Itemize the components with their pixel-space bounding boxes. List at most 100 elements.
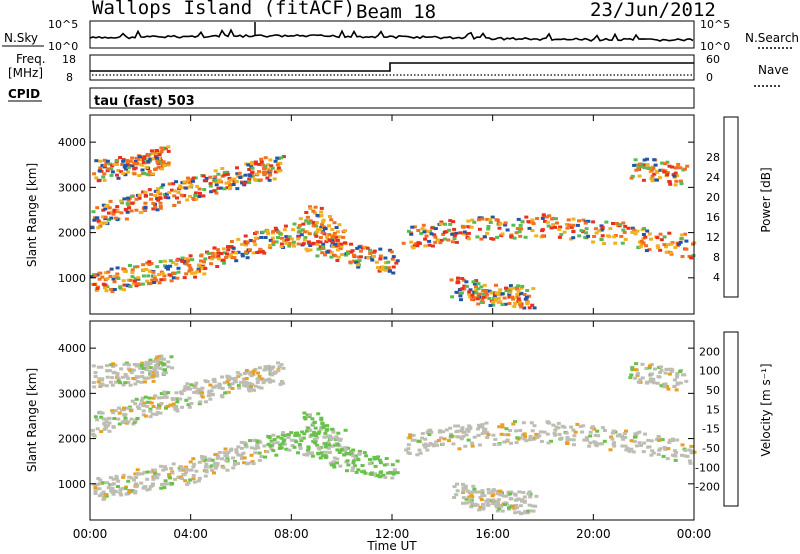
echo-cell: [663, 382, 668, 386]
echo-cell: [466, 489, 470, 493]
echo-cell: [630, 174, 635, 178]
echo-cell: [253, 451, 258, 455]
echo-cell: [176, 270, 181, 274]
echo-cell: [163, 479, 168, 483]
echo-cell: [427, 239, 432, 243]
echo-cell: [515, 292, 520, 296]
echo-cell: [435, 238, 440, 242]
echo-cell: [267, 435, 272, 439]
echo-cell: [494, 218, 499, 222]
echo-cell: [493, 502, 498, 506]
echo-cell: [328, 215, 332, 218]
echo-cell: [293, 434, 298, 438]
echo-cell: [422, 228, 427, 232]
echo-cell: [222, 451, 227, 455]
echo-cell: [480, 432, 485, 436]
echo-cell: [573, 430, 578, 434]
echo-cell: [410, 438, 415, 442]
echo-cell: [239, 440, 244, 444]
nsearch-label: N.Search: [745, 31, 799, 45]
echo-cell: [215, 463, 219, 467]
echo-cell: [275, 441, 280, 445]
echo-cell: [141, 413, 146, 417]
echo-cell: [479, 300, 484, 304]
echo-cell: [130, 271, 135, 275]
echo-cell: [655, 437, 659, 441]
echo-cell: [650, 449, 655, 453]
echo-cell: [633, 376, 638, 380]
echo-cell: [456, 276, 460, 280]
echo-cell: [420, 436, 425, 440]
echo-cell: [565, 438, 570, 442]
echo-cell: [514, 231, 519, 235]
echo-cell: [113, 363, 118, 367]
echo-cell: [655, 236, 660, 240]
echo-cell: [439, 436, 444, 440]
echo-cell: [153, 168, 158, 171]
echo-cell: [224, 458, 229, 462]
echo-cell: [116, 479, 121, 483]
echo-cell: [152, 468, 157, 472]
echo-cell: [225, 452, 229, 456]
echo-cell: [427, 243, 432, 247]
echo-cell: [134, 397, 139, 401]
echo-cell: [504, 427, 509, 431]
echo-cell: [516, 497, 521, 501]
echo-cell: [454, 231, 459, 235]
echo-cell: [645, 157, 649, 161]
echo-cell: [311, 224, 316, 228]
echo-cell: [606, 234, 610, 238]
echo-cell: [479, 498, 484, 502]
velocity-heatmap: [90, 354, 697, 516]
echo-cell: [243, 173, 248, 177]
echo-cell: [166, 360, 171, 364]
echo-cell: [105, 159, 110, 163]
echo-cell: [507, 295, 512, 299]
nave-label: Nave: [758, 63, 789, 77]
echo-cell: [592, 235, 597, 238]
echo-cell: [137, 174, 142, 177]
echo-cell: [453, 424, 458, 428]
echo-cell: [494, 291, 499, 295]
echo-cell: [271, 441, 276, 445]
echo-cell: [138, 366, 143, 370]
echo-cell: [642, 166, 647, 170]
echo-cell: [439, 238, 444, 242]
echo-cell: [423, 437, 428, 441]
cpid-value: tau (fast) 503: [94, 94, 195, 109]
echo-cell: [291, 240, 296, 244]
power-heatmap: [90, 145, 697, 310]
echo-cell: [149, 366, 154, 370]
echo-cell: [346, 252, 350, 255]
echo-cell: [327, 450, 332, 454]
echo-cell: [158, 201, 163, 205]
echo-cell: [669, 242, 674, 246]
echo-cell: [475, 490, 480, 494]
echo-cell: [677, 242, 681, 246]
echo-cell: [101, 490, 106, 494]
echo-cell: [265, 450, 270, 454]
echo-cell: [615, 434, 620, 438]
echo-cell: [242, 183, 247, 187]
echo-cell: [160, 396, 165, 400]
echo-cell: [193, 176, 198, 180]
echo-cell: [645, 229, 650, 233]
echo-cell: [323, 456, 328, 460]
echo-cell: [227, 377, 232, 381]
echo-cell: [566, 218, 571, 222]
echo-cell: [162, 164, 167, 167]
echo-cell: [300, 430, 305, 434]
echo-cell: [491, 303, 496, 307]
echo-cell: [514, 503, 519, 507]
echo-cell: [470, 293, 475, 297]
echo-cell: [584, 227, 589, 231]
echo-cell: [134, 156, 139, 160]
echo-cell: [122, 197, 127, 201]
echo-cell: [308, 220, 313, 224]
echo-cell: [215, 456, 220, 460]
echo-cell: [159, 354, 164, 358]
echo-cell: [434, 440, 439, 444]
echo-cell: [262, 444, 267, 448]
echo-cell: [136, 472, 141, 476]
echo-cell: [104, 494, 109, 498]
